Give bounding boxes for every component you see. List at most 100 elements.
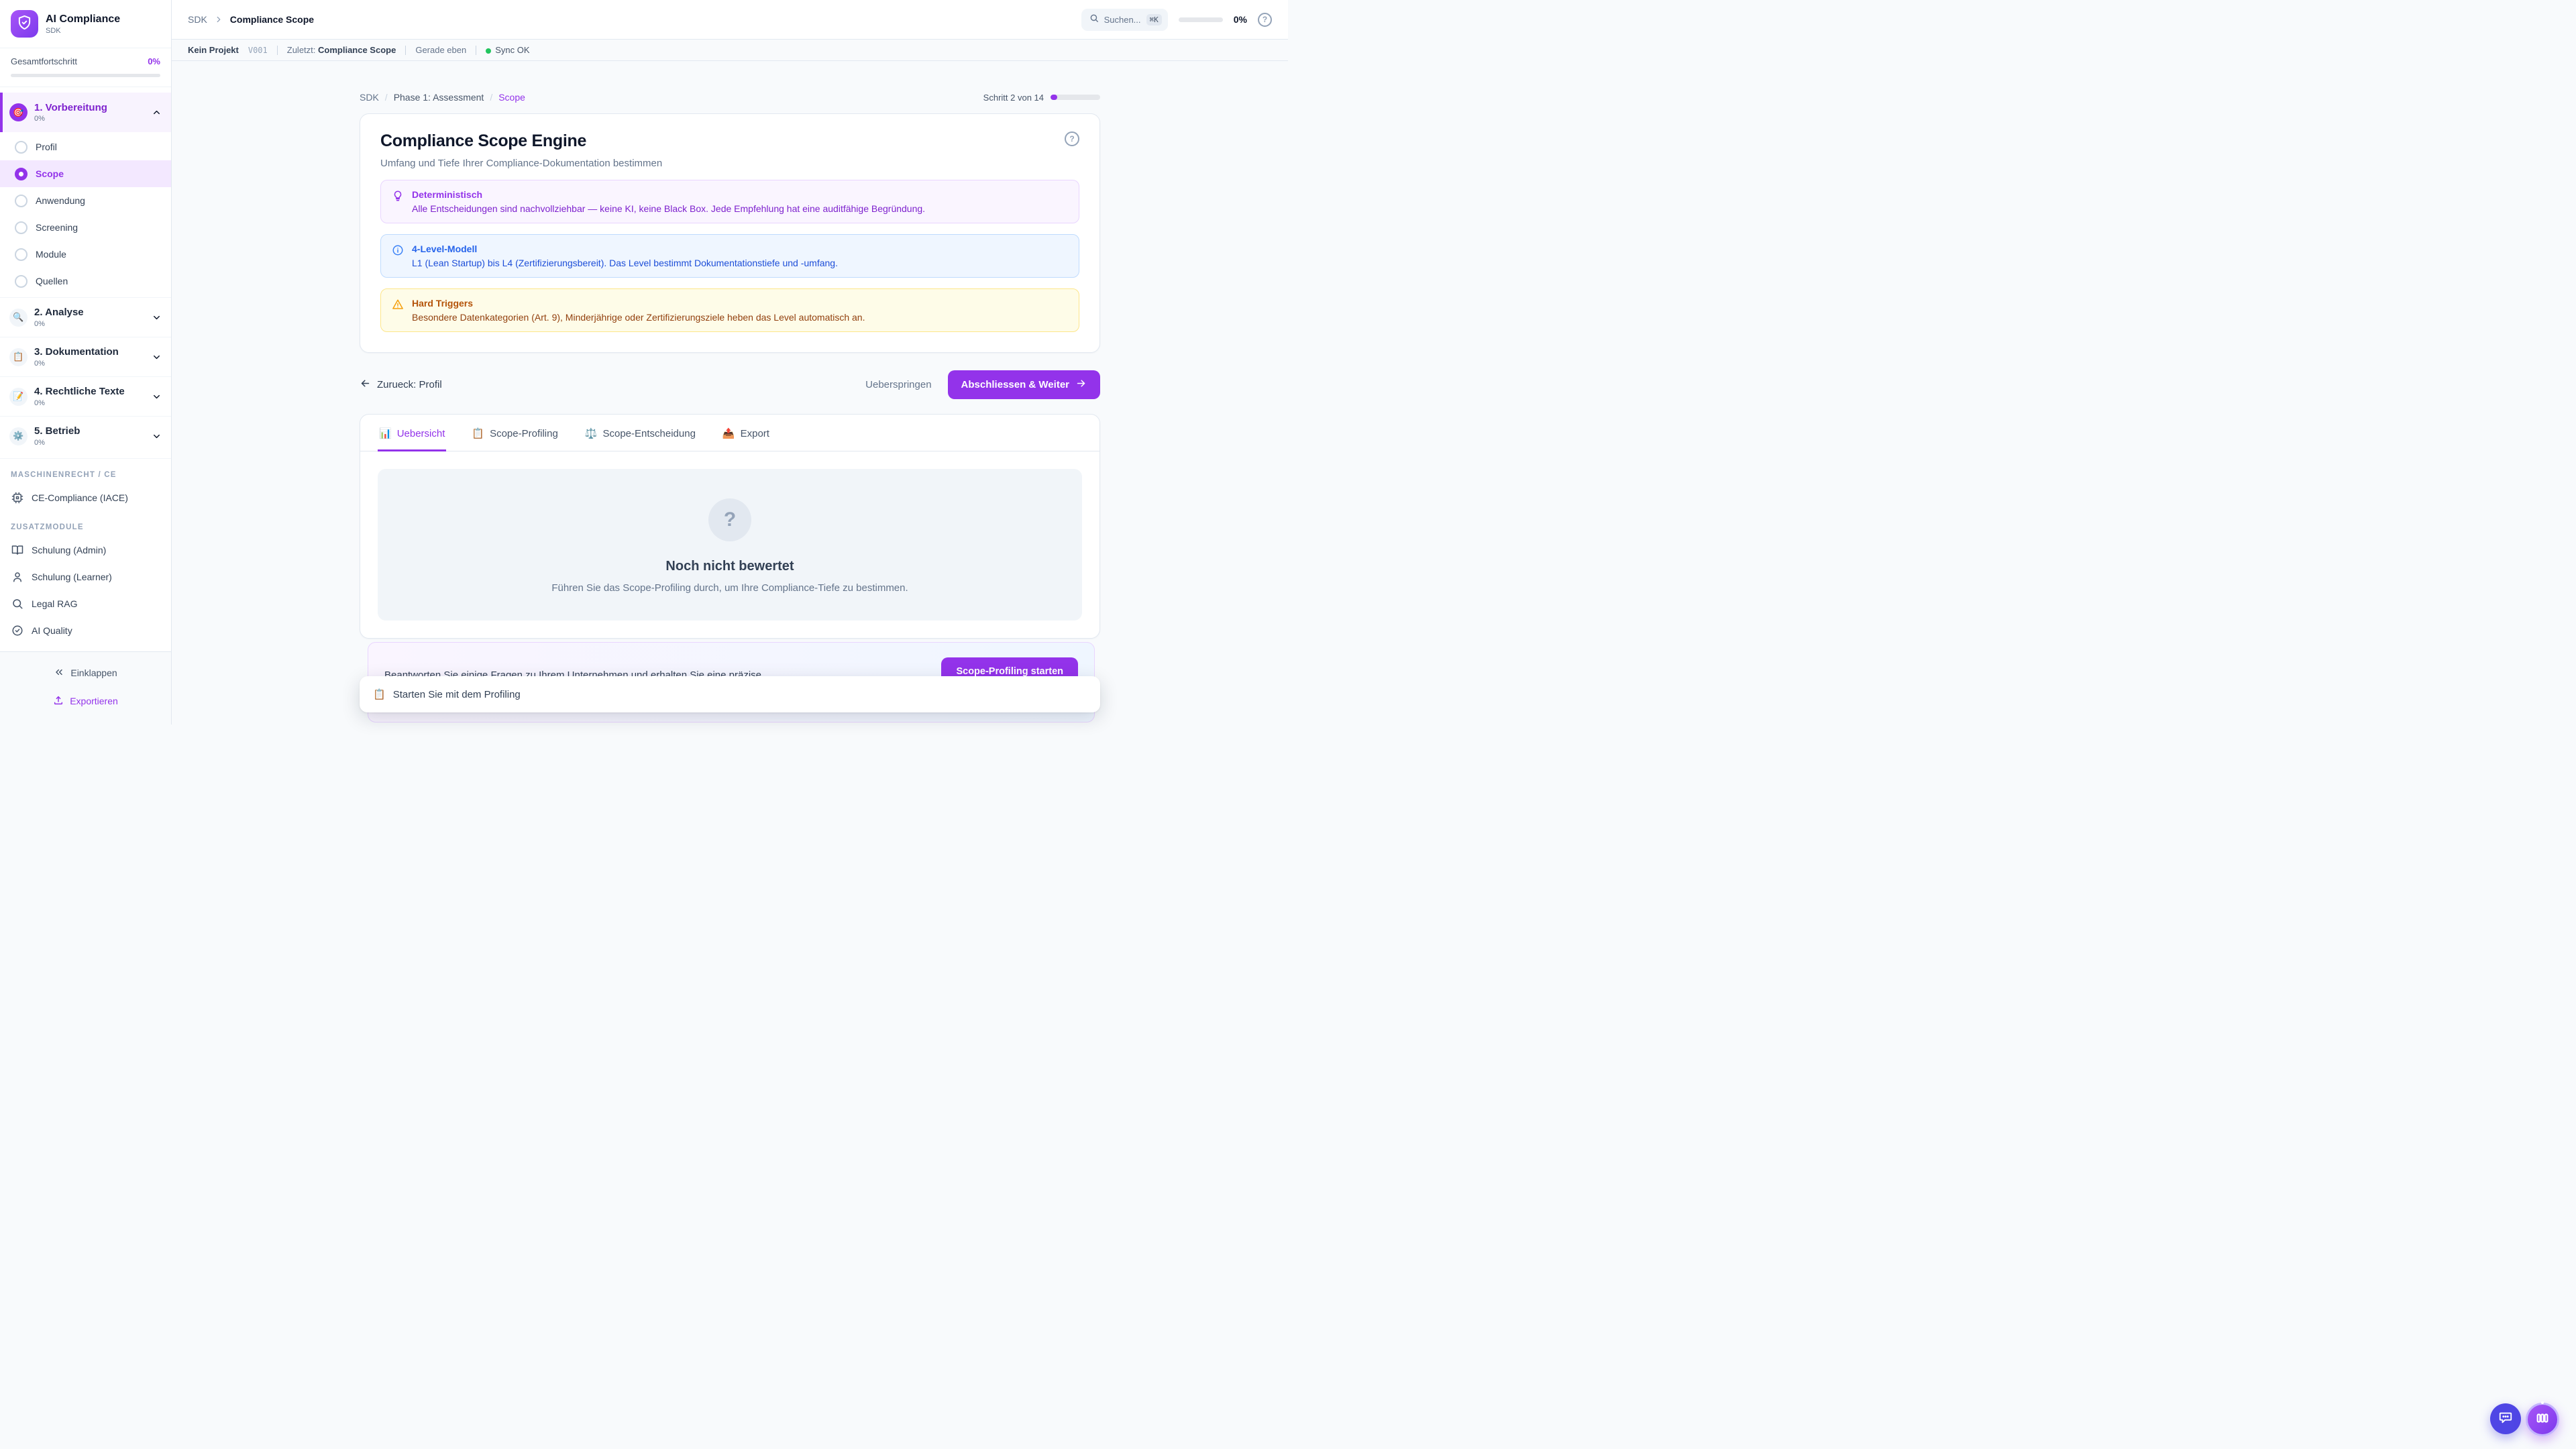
section-title: 1. Vorbereitung xyxy=(34,101,107,113)
breadcrumb-separator: / xyxy=(490,92,493,103)
divider xyxy=(405,45,407,55)
project-name: Kein Projekt xyxy=(188,45,239,55)
sidebar-section-betrieb[interactable]: ⚙️ 5. Betrieb 0% xyxy=(0,416,171,455)
sidebar-section-rechtliche-texte[interactable]: 📝 4. Rechtliche Texte 0% xyxy=(0,376,171,416)
search-input[interactable]: Suchen... ⌘K xyxy=(1081,8,1168,31)
lightbulb-icon xyxy=(392,189,404,214)
app-logo xyxy=(11,10,38,38)
sidebar-section-vorbereitung[interactable]: 🎯 1. Vorbereitung 0% xyxy=(0,93,171,132)
sidebar-item-screening[interactable]: Screening xyxy=(0,214,171,241)
sidebar-item-ai-quality[interactable]: AI Quality xyxy=(0,617,171,644)
breadcrumb-phase[interactable]: Phase 1: Assessment xyxy=(393,92,484,103)
sidebar-item-label: Anwendung xyxy=(36,195,85,206)
breadcrumb-scope: Scope xyxy=(498,92,525,103)
scales-icon: ⚖️ xyxy=(584,428,598,439)
arrow-left-icon xyxy=(360,378,371,392)
chevron-down-icon xyxy=(152,352,162,362)
sidebar-item-label: Module xyxy=(36,249,66,260)
sidebar-item-label: Legal RAG xyxy=(32,598,78,609)
breadcrumb-root[interactable]: SDK xyxy=(188,14,207,25)
sidebar-footer: Einklappen Exportieren xyxy=(0,651,171,724)
clipboard-icon: 📋 xyxy=(472,428,485,439)
radio-unchecked-icon xyxy=(15,274,28,288)
topbar-progress-bar xyxy=(1178,17,1223,22)
sidebar-section-analyse[interactable]: 🔍 2. Analyse 0% xyxy=(0,297,171,337)
sidebar-item-schulung-admin[interactable]: Schulung (Admin) xyxy=(0,537,171,564)
app-title-block: AI Compliance SDK xyxy=(46,13,120,35)
section-percent: 0% xyxy=(34,359,45,368)
infobox-text: L1 (Lean Startup) bis L4 (Zertifizierung… xyxy=(412,258,838,268)
sidebar-item-ce-compliance[interactable]: CE-Compliance (IACE) xyxy=(0,484,171,511)
section-percent: 0% xyxy=(34,438,45,447)
app-name: AI Compliance xyxy=(46,13,121,25)
sidebar-item-label: Screening xyxy=(36,222,78,233)
overall-progress-bar xyxy=(11,74,160,77)
collapse-label: Einklappen xyxy=(70,667,117,678)
columns-icon xyxy=(2535,1411,2550,1429)
overall-progress-label: Gesamtfortschritt xyxy=(11,56,77,66)
tab-label: Scope-Entscheidung xyxy=(602,427,696,439)
clipboard-icon: 📋 xyxy=(373,689,386,700)
sidebar-item-profil[interactable]: Profil xyxy=(0,133,171,160)
help-icon[interactable]: ? xyxy=(1258,12,1272,27)
search-placeholder: Suchen... xyxy=(1104,14,1141,25)
warning-triangle-icon xyxy=(392,298,404,323)
collapse-sidebar-button[interactable]: Einklappen xyxy=(0,659,171,687)
section-title: 5. Betrieb xyxy=(34,425,80,437)
complete-next-button[interactable]: Abschliessen & Weiter xyxy=(947,370,1100,399)
infobox-title: Deterministisch xyxy=(412,189,483,200)
empty-state-title: Noch nicht bewertet xyxy=(665,559,794,574)
sidebar: AI Compliance SDK Gesamtfortschritt 0% 🎯… xyxy=(0,0,172,724)
breadcrumb-sdk[interactable]: SDK xyxy=(360,92,379,103)
memo-icon: 📝 xyxy=(9,387,28,406)
upload-icon xyxy=(53,695,64,708)
sidebar-item-anwendung[interactable]: Anwendung xyxy=(0,187,171,214)
back-button[interactable]: Zurueck: Profil xyxy=(360,378,442,392)
sidebar-item-label: Profil xyxy=(36,142,57,152)
tab-scope-entscheidung[interactable]: ⚖️ Scope-Entscheidung xyxy=(584,415,697,451)
chip-icon xyxy=(11,492,23,504)
sidebar-item-scope[interactable]: Scope xyxy=(0,160,171,187)
section-subitems: Profil Scope Anwendung Screening Module xyxy=(0,132,171,297)
skip-button[interactable]: Ueberspringen xyxy=(865,379,932,390)
question-mark-icon: ? xyxy=(708,498,751,541)
sidebar-item-schulung-learner[interactable]: Schulung (Learner) xyxy=(0,564,171,590)
sidebar-header: AI Compliance SDK xyxy=(0,0,171,48)
arrow-right-icon xyxy=(1075,378,1087,392)
section-percent: 0% xyxy=(34,319,45,328)
panels-fab-button[interactable] xyxy=(2526,1401,2559,1436)
group-title-maschinenrecht: MASCHINENRECHT / CE xyxy=(0,458,171,484)
export-button[interactable]: Exportieren xyxy=(0,687,171,715)
chat-fab-button[interactable] xyxy=(2490,1403,2521,1434)
sync-label: Sync OK xyxy=(495,45,530,55)
app-tagline: SDK xyxy=(46,27,61,36)
page-title: Compliance Scope Engine xyxy=(380,131,587,150)
radio-unchecked-icon xyxy=(15,248,28,261)
sidebar-section-dokumentation[interactable]: 📋 3. Dokumentation 0% xyxy=(0,337,171,376)
tab-scope-profiling[interactable]: 📋 Scope-Profiling xyxy=(470,415,559,451)
card-help-icon[interactable]: ? xyxy=(1065,131,1079,146)
topbar-progress-value: 0% xyxy=(1233,14,1247,25)
back-label: Zurueck: Profil xyxy=(377,379,442,390)
chevron-down-icon xyxy=(152,313,162,323)
radio-unchecked-icon xyxy=(15,221,28,234)
section-title: 2. Analyse xyxy=(34,307,84,319)
sidebar-item-label: Schulung (Learner) xyxy=(32,572,112,582)
sidebar-item-quellen[interactable]: Quellen xyxy=(0,268,171,294)
scope-engine-card: Compliance Scope Engine ? Umfang und Tie… xyxy=(360,113,1100,353)
empty-state: ? Noch nicht bewertet Führen Sie das Sco… xyxy=(378,469,1082,621)
tab-export[interactable]: 📤 Export xyxy=(721,415,771,451)
sidebar-item-module[interactable]: Module xyxy=(0,241,171,268)
double-chevron-left-icon xyxy=(54,667,64,680)
info-circle-icon xyxy=(392,244,404,268)
tab-uebersicht[interactable]: 📊 Uebersicht xyxy=(378,415,447,451)
sidebar-item-label: Schulung (Admin) xyxy=(32,545,107,555)
group-title-zusatzmodule: ZUSATZMODULE xyxy=(11,523,84,531)
sync-status: Sync OK xyxy=(486,45,530,55)
sidebar-item-legal-rag[interactable]: Legal RAG xyxy=(0,590,171,617)
step-indicator: Schritt 2 von 14 xyxy=(983,93,1100,103)
tab-label: Scope-Profiling xyxy=(490,427,558,439)
last-saved-label: Zuletzt: xyxy=(286,45,316,55)
infobox-4-level-modell: 4-Level-Modell L1 (Lean Startup) bis L4 … xyxy=(380,234,1079,278)
tab-label: Export xyxy=(740,427,769,439)
